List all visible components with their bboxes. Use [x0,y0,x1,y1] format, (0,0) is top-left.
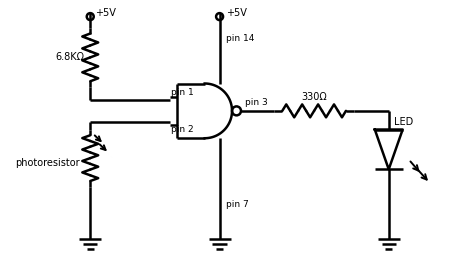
Text: 6.8KΩ: 6.8KΩ [55,52,84,62]
Text: pin 3: pin 3 [245,98,268,107]
Text: pin 1: pin 1 [171,88,193,97]
Text: pin 2: pin 2 [171,125,193,134]
Text: LED: LED [394,117,413,127]
Text: photoresistor: photoresistor [16,158,80,168]
Text: pin 14: pin 14 [226,34,254,43]
Text: pin 7: pin 7 [226,200,248,209]
Text: +5V: +5V [95,8,116,17]
Text: +5V: +5V [226,8,246,17]
Text: 330Ω: 330Ω [301,93,327,102]
